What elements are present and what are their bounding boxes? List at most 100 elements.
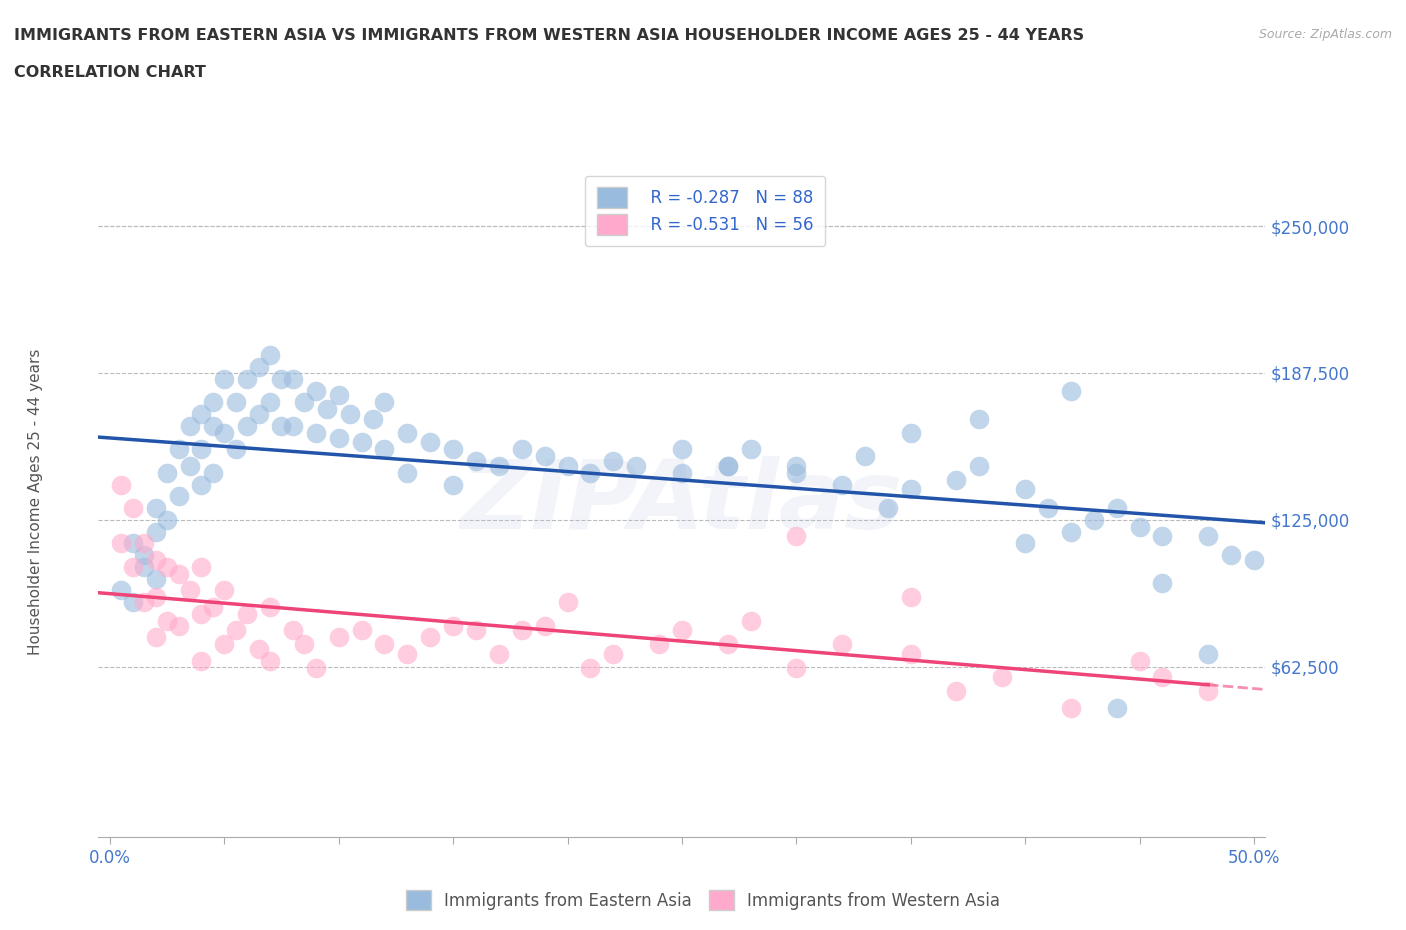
Point: [247, 360, 270, 375]
Point: [557, 458, 579, 473]
Point: [236, 371, 259, 386]
Point: [785, 465, 807, 480]
Point: [134, 559, 156, 574]
Point: [292, 395, 315, 410]
Point: [441, 477, 464, 492]
Point: [969, 411, 991, 426]
Point: [259, 654, 281, 669]
Text: IMMIGRANTS FROM EASTERN ASIA VS IMMIGRANTS FROM WESTERN ASIA HOUSEHOLDER INCOME : IMMIGRANTS FROM EASTERN ASIA VS IMMIGRAN…: [14, 28, 1084, 43]
Point: [316, 402, 339, 417]
Point: [1083, 512, 1105, 527]
Point: [145, 630, 167, 644]
Point: [121, 536, 143, 551]
Point: [121, 594, 143, 609]
Point: [110, 536, 132, 551]
Point: [831, 477, 853, 492]
Point: [214, 637, 236, 652]
Text: Source: ZipAtlas.com: Source: ZipAtlas.com: [1258, 28, 1392, 41]
Point: [179, 458, 201, 473]
Point: [1243, 552, 1265, 567]
Point: [373, 395, 395, 410]
Point: [247, 642, 270, 657]
Point: [305, 425, 328, 440]
Point: [557, 594, 579, 609]
Point: [167, 442, 190, 457]
Point: [134, 594, 156, 609]
Point: [945, 472, 967, 487]
Point: [225, 442, 247, 457]
Point: [785, 458, 807, 473]
Point: [190, 477, 212, 492]
Point: [167, 618, 190, 633]
Point: [419, 630, 441, 644]
Point: [602, 454, 624, 469]
Point: [1197, 684, 1219, 698]
Point: [373, 442, 395, 457]
Point: [259, 599, 281, 614]
Point: [785, 529, 807, 544]
Point: [179, 418, 201, 433]
Point: [270, 371, 292, 386]
Point: [350, 623, 373, 638]
Point: [145, 500, 167, 515]
Point: [328, 630, 350, 644]
Point: [602, 646, 624, 661]
Point: [1105, 500, 1128, 515]
Point: [1220, 548, 1243, 563]
Point: [1128, 520, 1150, 535]
Point: [1152, 670, 1174, 684]
Point: [201, 395, 224, 410]
Point: [214, 425, 236, 440]
Point: [134, 536, 156, 551]
Point: [419, 435, 441, 450]
Point: [831, 637, 853, 652]
Point: [740, 442, 762, 457]
Point: [236, 418, 259, 433]
Point: [156, 512, 179, 527]
Point: [853, 449, 876, 464]
Point: [624, 458, 647, 473]
Point: [1060, 383, 1083, 398]
Point: [1128, 654, 1150, 669]
Point: [339, 406, 361, 421]
Point: [145, 552, 167, 567]
Point: [259, 348, 281, 363]
Point: [292, 637, 315, 652]
Point: [900, 646, 922, 661]
Point: [1152, 576, 1174, 591]
Legend:   R = -0.287   N = 88,   R = -0.531   N = 56: R = -0.287 N = 88, R = -0.531 N = 56: [585, 176, 825, 246]
Point: [717, 458, 740, 473]
Point: [328, 431, 350, 445]
Point: [396, 465, 419, 480]
Point: [900, 590, 922, 604]
Point: [201, 465, 224, 480]
Point: [991, 670, 1014, 684]
Point: [465, 623, 488, 638]
Point: [270, 418, 292, 433]
Point: [167, 566, 190, 581]
Point: [1060, 525, 1083, 539]
Point: [1014, 536, 1036, 551]
Point: [969, 458, 991, 473]
Point: [740, 614, 762, 629]
Point: [1197, 529, 1219, 544]
Point: [201, 599, 224, 614]
Point: [1152, 529, 1174, 544]
Point: [121, 500, 143, 515]
Point: [465, 454, 488, 469]
Text: Householder Income Ages 25 - 44 years: Householder Income Ages 25 - 44 years: [28, 349, 42, 656]
Point: [396, 646, 419, 661]
Point: [121, 559, 143, 574]
Point: [350, 435, 373, 450]
Point: [156, 465, 179, 480]
Point: [396, 425, 419, 440]
Point: [1060, 700, 1083, 715]
Point: [579, 660, 602, 675]
Point: [510, 623, 533, 638]
Point: [134, 548, 156, 563]
Point: [328, 388, 350, 403]
Point: [717, 637, 740, 652]
Point: [225, 623, 247, 638]
Point: [167, 489, 190, 504]
Point: [145, 571, 167, 586]
